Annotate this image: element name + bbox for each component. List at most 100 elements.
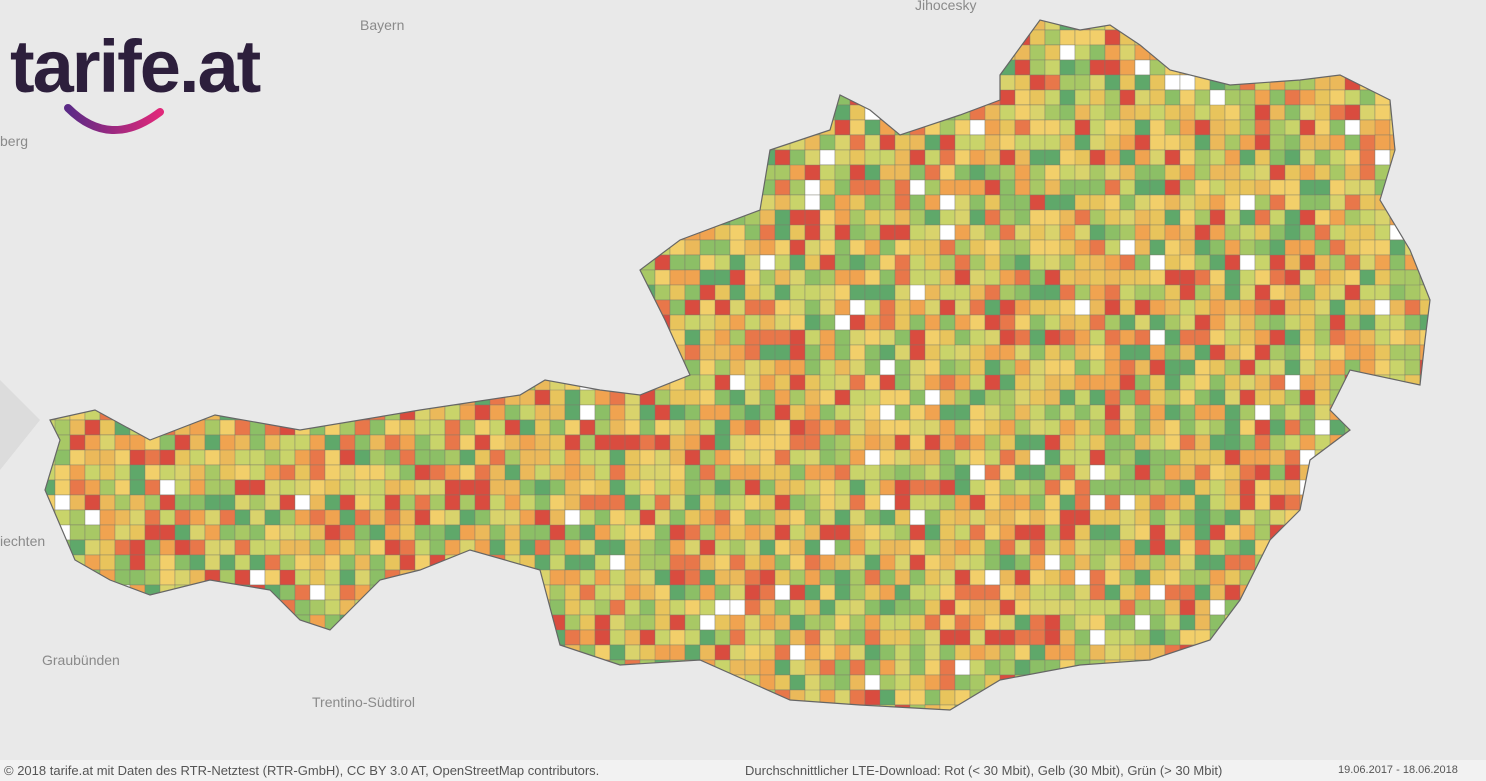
municipality bbox=[1044, 359, 1061, 376]
municipality bbox=[249, 494, 266, 511]
municipality bbox=[1119, 149, 1136, 166]
municipality bbox=[669, 434, 686, 451]
municipality bbox=[624, 464, 641, 481]
municipality bbox=[1104, 569, 1121, 586]
municipality bbox=[969, 344, 986, 361]
municipality bbox=[954, 179, 971, 196]
municipality bbox=[954, 524, 971, 541]
municipality bbox=[294, 449, 311, 466]
municipality bbox=[834, 299, 851, 316]
municipality bbox=[954, 539, 971, 556]
municipality bbox=[729, 254, 746, 271]
municipality bbox=[1149, 314, 1166, 331]
municipality bbox=[429, 434, 446, 451]
municipality bbox=[999, 89, 1016, 106]
municipality bbox=[1029, 209, 1046, 226]
municipality bbox=[1014, 359, 1031, 376]
municipality bbox=[579, 629, 596, 646]
municipality bbox=[864, 674, 881, 691]
municipality bbox=[909, 554, 926, 571]
municipality bbox=[1359, 164, 1376, 181]
municipality bbox=[969, 449, 986, 466]
municipality bbox=[1164, 269, 1181, 286]
municipality bbox=[999, 449, 1016, 466]
municipality bbox=[789, 344, 806, 361]
municipality bbox=[639, 404, 656, 421]
municipality bbox=[954, 359, 971, 376]
municipality bbox=[1119, 509, 1136, 526]
municipality bbox=[909, 659, 926, 676]
municipality bbox=[1029, 29, 1046, 46]
municipality bbox=[1209, 599, 1226, 616]
municipality bbox=[1284, 89, 1301, 106]
municipality bbox=[714, 344, 731, 361]
municipality bbox=[714, 404, 731, 421]
municipality bbox=[864, 479, 881, 496]
municipality bbox=[84, 464, 101, 481]
municipality bbox=[1089, 164, 1106, 181]
municipality bbox=[609, 599, 626, 616]
municipality bbox=[1209, 164, 1226, 181]
municipality bbox=[1284, 239, 1301, 256]
municipality bbox=[1299, 404, 1316, 421]
municipality bbox=[1059, 389, 1076, 406]
municipality bbox=[1044, 389, 1061, 406]
municipality bbox=[1044, 119, 1061, 136]
municipality bbox=[549, 479, 566, 496]
municipality bbox=[1149, 614, 1166, 631]
municipality bbox=[1284, 149, 1301, 166]
municipality bbox=[789, 479, 806, 496]
municipality bbox=[834, 374, 851, 391]
municipality bbox=[1134, 419, 1151, 436]
municipality bbox=[264, 569, 281, 586]
municipality bbox=[1089, 629, 1106, 646]
municipality bbox=[894, 569, 911, 586]
municipality bbox=[144, 569, 161, 586]
municipality bbox=[984, 314, 1001, 331]
municipality bbox=[1224, 134, 1241, 151]
municipality bbox=[789, 389, 806, 406]
municipality bbox=[354, 449, 371, 466]
municipality bbox=[1074, 479, 1091, 496]
municipality bbox=[834, 104, 851, 121]
municipality bbox=[114, 464, 131, 481]
municipality bbox=[504, 464, 521, 481]
municipality bbox=[834, 464, 851, 481]
municipality bbox=[804, 299, 821, 316]
municipality bbox=[1254, 254, 1271, 271]
municipality bbox=[1194, 599, 1211, 616]
municipality bbox=[819, 569, 836, 586]
municipality bbox=[729, 284, 746, 301]
municipality bbox=[1254, 479, 1271, 496]
municipality bbox=[849, 344, 866, 361]
municipality bbox=[714, 239, 731, 256]
municipality bbox=[669, 314, 686, 331]
municipality bbox=[774, 644, 791, 661]
municipality bbox=[924, 179, 941, 196]
municipality bbox=[204, 449, 221, 466]
municipality bbox=[849, 449, 866, 466]
municipality bbox=[849, 629, 866, 646]
municipality bbox=[969, 524, 986, 541]
municipality bbox=[849, 644, 866, 661]
municipality bbox=[369, 554, 386, 571]
municipality bbox=[249, 554, 266, 571]
municipality bbox=[1059, 359, 1076, 376]
municipality bbox=[669, 284, 686, 301]
municipality bbox=[804, 659, 821, 676]
region-label: Jihocesky bbox=[915, 0, 976, 13]
municipality bbox=[294, 569, 311, 586]
municipality bbox=[1059, 629, 1076, 646]
municipality bbox=[1254, 494, 1271, 511]
municipality bbox=[579, 404, 596, 421]
municipality bbox=[939, 194, 956, 211]
municipality bbox=[534, 404, 551, 421]
municipality bbox=[1134, 239, 1151, 256]
municipality bbox=[984, 449, 1001, 466]
municipality bbox=[849, 689, 866, 706]
municipality bbox=[864, 614, 881, 631]
municipality bbox=[1179, 164, 1196, 181]
municipality bbox=[1359, 254, 1376, 271]
municipality bbox=[939, 464, 956, 481]
municipality bbox=[54, 464, 71, 481]
